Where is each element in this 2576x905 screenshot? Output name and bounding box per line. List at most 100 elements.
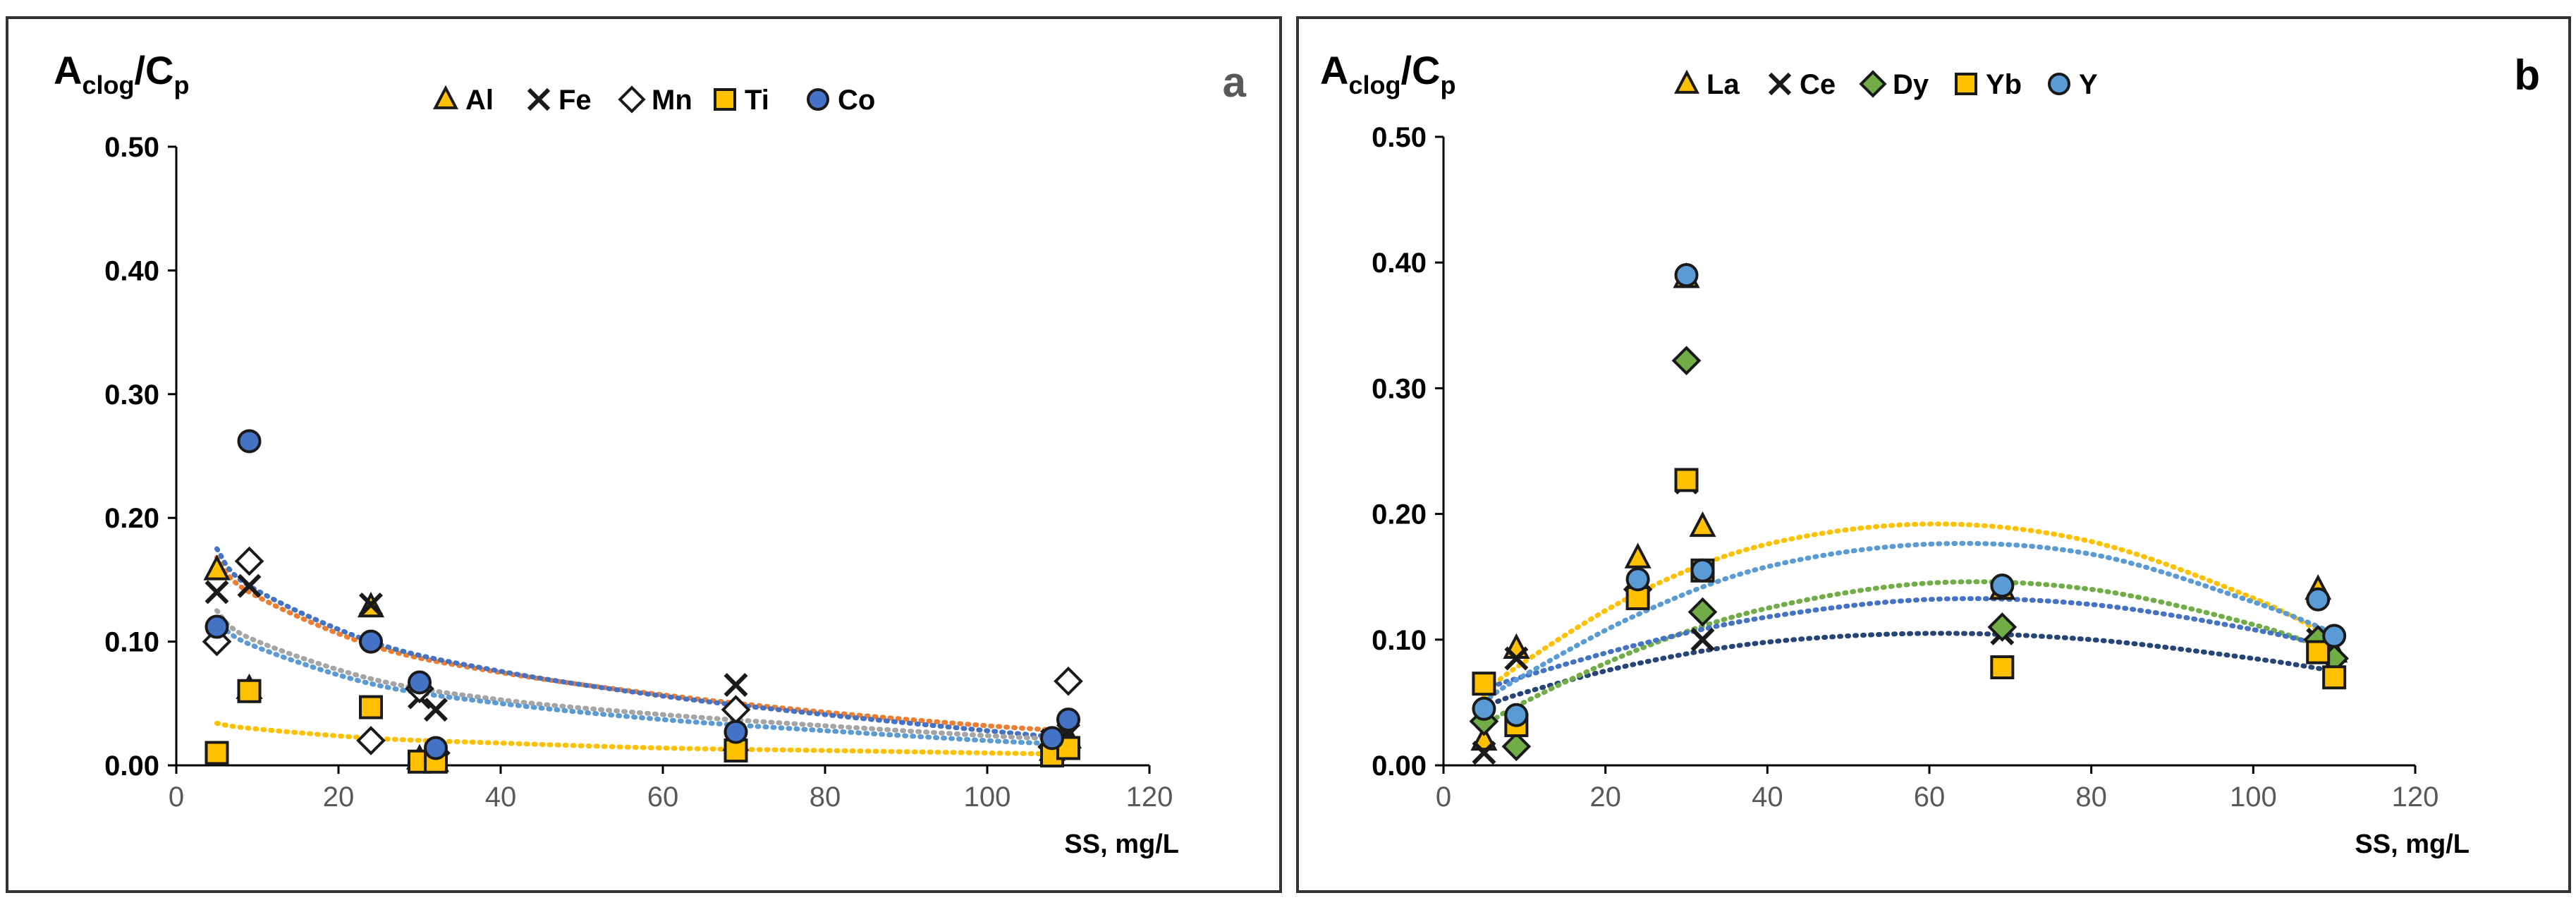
y-axis-title: Aclog/Cp [1320,48,1455,99]
x-tick-label: 20 [1589,782,1621,813]
legend-label-dy: Dy [1893,69,1929,100]
x-tick-label: 60 [1914,782,1946,813]
data-point-y [1504,703,1529,727]
legend-marker-dy [1859,70,1887,98]
data-point-co [1056,707,1080,732]
x-tick-label: 0 [169,782,184,813]
panel-letter: a [1223,59,1247,106]
data-point-mn [1054,666,1083,696]
data-point-fe [359,592,383,617]
x-tick-label: 80 [2075,782,2107,813]
trendline-dy [1481,579,2337,731]
data-point-fe [424,698,448,722]
data-point-y [1472,696,1496,721]
panel-letter: b [2514,51,2540,99]
data-point-dy [1671,346,1702,376]
chart-a-svg: Aclog/Cp a SS, mg/L 0.00 0.10 0.20 0.30 0.40… [54,48,1247,859]
legend-marker-ce [1768,72,1792,96]
trendline-la [1481,521,2337,699]
trendlines [1481,521,2337,731]
legend-label-ce: Ce [1800,69,1836,100]
legend-marker-co [807,88,829,111]
series-dy [1469,346,2349,762]
chart-panel-b: Aclog/Cp b SS, mg/L 0.00 0.10 0.20 0.30 0.40… [1296,16,2571,893]
legend: La Ce Dy Yb Y [1673,69,2098,100]
data-point-dy [1687,597,1718,627]
y-tick-label: 0.30 [104,379,159,411]
y-tick-label: 0.20 [104,503,159,534]
x-tick-label: 20 [323,782,355,813]
data-point-y [2306,587,2331,612]
data-point-dy [1501,731,1532,762]
y-tick-label: 0.00 [104,751,159,782]
legend: Al Fe Mn Ti Co [432,85,875,116]
data-point-co [424,736,448,760]
data-point-y [1625,567,1650,592]
data-point-yb [1674,468,1699,492]
x-tick-label: 80 [810,782,841,813]
x-tick-label: 0 [1436,782,1451,813]
trendline-yb [1481,596,2337,693]
series-ce [1472,470,2347,765]
data-point-la [1503,633,1530,660]
legend-label-la: La [1707,69,1740,100]
data-point-ti [237,679,262,703]
y-tick-label: 0.30 [1372,373,1427,404]
data-point-co [237,429,262,454]
y-tick-label: 0.40 [1372,248,1427,279]
data-point-yb [1990,655,2015,680]
x-tick-label: 60 [647,782,679,813]
data-point-yb [2306,640,2331,664]
trendline-co [214,617,1071,747]
legend-marker-la [1673,69,1700,94]
x-tick-label: 40 [1752,782,1783,813]
data-point-la [1689,511,1716,537]
x-tick-label: 100 [964,782,1011,813]
series-la [1470,262,2348,751]
data-point-y [2322,624,2347,648]
data-point-ce [1504,646,1529,671]
legend-marker-yb [1955,73,1977,95]
x-axis-title: SS, mg/L [2355,830,2470,859]
data-point-la [1624,542,1652,569]
trendline-ti [214,720,1071,757]
legend-label-al: Al [465,85,494,116]
y-tick-label: 0.50 [1372,122,1427,153]
y-tick-label: 0.20 [1372,499,1427,530]
data-point-co [205,614,229,639]
y-tick-label: 0.40 [104,255,159,286]
legend-label-co: Co [838,85,875,116]
data-point-co [359,629,383,654]
legend-label-yb: Yb [1986,69,2022,100]
x-tick-label: 120 [2392,782,2439,813]
data-point-fe [724,672,748,697]
data-point-co [1040,726,1064,751]
trendline-al [214,554,1071,734]
data-point-mn [356,726,386,755]
data-point-y [1690,558,1715,583]
legend-marker-al [432,85,459,109]
data-point-fe [237,573,262,598]
data-point-dy [1987,612,2018,642]
series-al [203,554,1082,772]
trendline-fe [214,546,1071,741]
data-point-ti [205,741,229,765]
y-tick-label: 0.10 [104,627,159,658]
chart-b-svg: Aclog/Cp b SS, mg/L 0.00 0.10 0.20 0.30 0.40… [1320,48,2540,859]
legend-label-y: Y [2079,69,2098,100]
trendline-ce [1481,631,2337,712]
x-tick-label: 120 [1126,782,1173,813]
x-tick-label: 40 [485,782,517,813]
data-point-al [203,554,231,581]
data-point-co [408,670,432,695]
y-tick-label: 0.00 [1372,751,1427,782]
y-tick-label: 0.50 [104,132,159,163]
series-y [1472,263,2347,727]
data-point-ce [1690,627,1715,652]
trendline-y [1481,540,2337,705]
data-point-yb [1472,672,1496,696]
trendline-mn [214,608,1071,742]
legend-marker-y [2048,73,2070,95]
y-axis-title: Aclog/Cp [54,48,189,99]
chart-panel-a: Aclog/Cp a SS, mg/L 0.00 0.10 0.20 0.30 0.40… [6,16,1282,893]
